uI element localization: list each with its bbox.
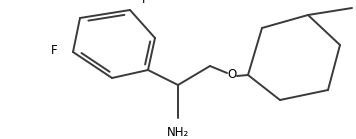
Text: NH₂: NH₂ <box>167 126 189 139</box>
Text: F: F <box>142 0 148 6</box>
Text: F: F <box>51 44 57 58</box>
Text: O: O <box>227 69 237 81</box>
